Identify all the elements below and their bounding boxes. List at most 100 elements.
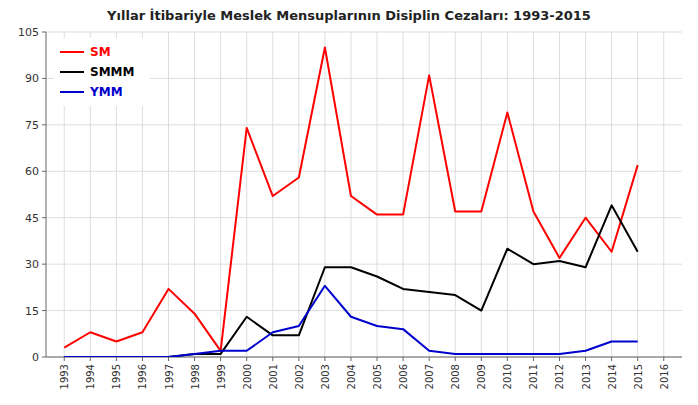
x-tick [168,357,169,361]
x-tick-label: 2003 [320,364,331,389]
x-tick-label: 1996 [137,364,148,389]
legend-swatch [60,71,84,73]
y-tick-label: 105 [18,26,39,39]
x-grid-line [298,32,299,357]
y-tick-label: 15 [25,305,39,318]
x-tick-label: 2007 [424,364,435,389]
x-tick [298,357,299,361]
x-tick-label: 1998 [190,364,201,389]
x-tick-label: 1995 [111,364,122,389]
x-tick [403,357,404,361]
y-tick [42,78,46,79]
x-tick-label: 1997 [164,364,175,389]
x-tick [324,357,325,361]
x-tick-label: 2015 [633,364,644,389]
x-tick-label: 1993 [59,364,70,389]
series-line [64,47,637,350]
x-tick [377,357,378,361]
x-grid-line [507,32,508,357]
x-grid-line [194,32,195,357]
x-tick-label: 2016 [659,364,670,389]
x-tick-label: 1994 [85,364,96,389]
y-tick [42,264,46,265]
y-grid-line [46,124,682,125]
y-tick [42,171,46,172]
x-tick-label: 2012 [554,364,565,389]
x-tick-label: 2006 [398,364,409,389]
chart: 0 15 30 45 60 75 90 105 1993 1994 1995 1996 1997 1998… [0,0,698,405]
x-tick [194,357,195,361]
x-tick-label: 2008 [450,364,461,389]
legend-label: SM [90,45,111,59]
legend-label: SMMM [90,65,134,79]
x-tick [611,357,612,361]
x-tick [559,357,560,361]
x-tick-label: 2013 [581,364,592,389]
x-tick [350,357,351,361]
x-grid-line [663,32,664,357]
x-tick-label: 2000 [242,364,253,389]
legend-background [54,38,150,106]
legend-label: YMM [89,85,123,99]
y-tick [42,124,46,125]
grid [46,32,682,357]
series-group [64,47,637,357]
y-tick [42,32,46,33]
x-tick [246,357,247,361]
legend-swatch [60,51,84,53]
x-tick-label: 2011 [528,364,539,389]
x-tick [142,357,143,361]
legend: SM SMMM YMM [54,38,150,106]
x-tick [533,357,534,361]
x-grid-line [533,32,534,357]
legend-swatch [60,91,84,93]
x-grid-line [324,32,325,357]
x-grid-line [403,32,404,357]
y-tick-label: 90 [25,72,39,85]
x-tick [663,357,664,361]
y-tick [42,217,46,218]
x-tick [429,357,430,361]
x-tick [507,357,508,361]
x-tick [116,357,117,361]
x-tick [481,357,482,361]
y-tick-label: 45 [25,212,39,225]
x-tick [90,357,91,361]
title: Yıllar İtibariyle Meslek Mensuplarının D… [106,8,591,23]
x-grid-line [637,32,638,357]
y-grid-line [46,171,682,172]
x-tick [220,357,221,361]
x-tick [637,357,638,361]
y-axis-line [46,32,47,357]
x-tick-label: 2005 [372,364,383,389]
series-line [64,286,637,357]
y-tick-label: 75 [25,119,39,132]
x-grid-line [611,32,612,357]
y-tick [42,357,46,358]
x-grid-line [455,32,456,357]
y-tick-label: 0 [32,351,39,364]
series-line [64,205,637,357]
x-tick [64,357,65,361]
x-tick-label: 2010 [502,364,513,389]
x-tick [455,357,456,361]
x-grid-line [585,32,586,357]
x-grid-line [377,32,378,357]
y-tick-label: 30 [25,258,39,271]
x-grid-line [168,32,169,357]
y-grid-line [46,32,682,33]
x-grid-line [559,32,560,357]
x-tick-label: 2001 [268,364,279,389]
y-tick-label: 60 [25,165,39,178]
x-grid-line [246,32,247,357]
y-grid-line [46,310,682,311]
y-tick [42,310,46,311]
x-tick-label: 2009 [476,364,487,389]
x-tick-label: 2014 [607,364,618,389]
x-grid-line [220,32,221,357]
x-tick [585,357,586,361]
x-tick-label: 2004 [346,364,357,389]
x-tick [272,357,273,361]
x-tick-label: 2002 [294,364,305,389]
x-tick-label: 1999 [216,364,227,389]
